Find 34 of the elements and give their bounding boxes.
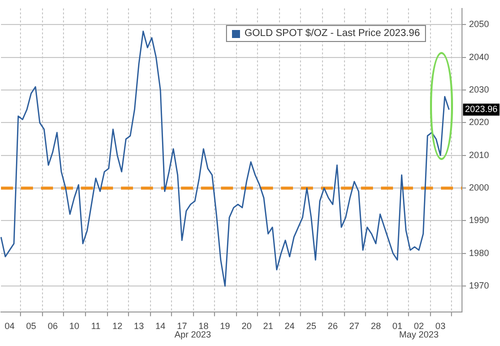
x-tick-label: 25 [306, 321, 316, 332]
x-tick-label: 27 [349, 321, 360, 332]
y-tick-label: 2000 [468, 182, 490, 193]
text: May 2023 [399, 330, 439, 340]
x-tick-label: 14 [155, 321, 166, 332]
x-tick-label: 03 [435, 321, 446, 332]
y-tick-label: 2020 [468, 117, 490, 128]
x-tick-label: 01 [392, 321, 402, 332]
x-tick-label: 18 [198, 321, 208, 332]
text: Apr 2023 [174, 330, 211, 340]
legend-label: GOLD SPOT $/OZ - Last Price 2023.96 [243, 28, 420, 40]
y-tick-label: 2030 [468, 84, 490, 95]
x-tick-label: 28 [370, 321, 381, 332]
y-tick-label: 1980 [468, 248, 490, 258]
x-tick-label: 13 [134, 321, 144, 332]
x-tick-label: 17 [176, 321, 187, 332]
x-tick-label: 19 [220, 321, 230, 332]
x-tick-label: 04 [4, 321, 15, 332]
y-tick-label: 2050 [468, 19, 490, 30]
x-tick-label: 20 [242, 321, 252, 332]
x-tick-label: 26 [328, 321, 338, 332]
x-tick-label: 02 [414, 321, 424, 332]
text: 2023.96 [464, 104, 498, 114]
x-tick-label: 12 [112, 321, 122, 332]
y-tick-label: 2010 [468, 150, 490, 160]
y-tick-label: 2040 [468, 52, 490, 62]
x-tick-label: 24 [284, 321, 295, 332]
x-tick-label: 05 [26, 321, 36, 332]
x-tick-label: 21 [263, 321, 274, 332]
x-tick-label: 10 [69, 321, 80, 332]
x-tick-label: 11 [91, 321, 100, 332]
y-tick-label: 1970 [468, 280, 490, 291]
y-tick-label: 1990 [468, 215, 490, 226]
x-tick-label: 06 [48, 321, 58, 332]
